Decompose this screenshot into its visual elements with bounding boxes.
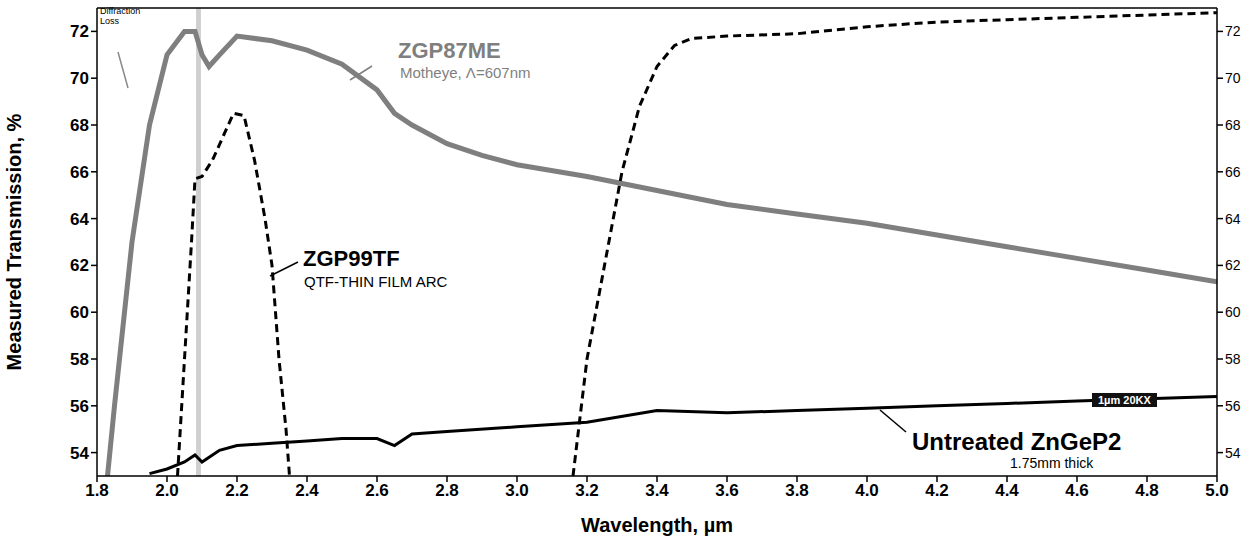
svg-text:Measured Transmission, %: Measured Transmission, % [3,113,25,370]
svg-text:4.2: 4.2 [925,481,949,500]
svg-text:72: 72 [1225,23,1241,39]
svg-text:66: 66 [70,163,89,182]
html-text:ZGP87ME: ZGP87ME [398,38,501,63]
svg-text:70: 70 [1225,70,1241,86]
svg-text:2.6: 2.6 [365,481,389,500]
svg-text:68: 68 [70,116,89,135]
svg-text:1.8: 1.8 [85,481,109,500]
svg-text:62: 62 [70,256,89,275]
svg-text:62: 62 [1225,257,1241,273]
html-text:1µm 20KX: 1µm 20KX [1098,394,1151,406]
html-text:Untreated ZnGeP2: Untreated ZnGeP2 [912,428,1122,455]
svg-text:3.2: 3.2 [575,481,599,500]
svg-text:58: 58 [70,350,89,369]
svg-text:4.6: 4.6 [1065,481,1089,500]
html-text:Diffraction Loss: Diffraction Loss [100,6,141,26]
svg-text:4.8: 4.8 [1135,481,1159,500]
svg-text:72: 72 [70,22,89,41]
svg-text:56: 56 [1225,398,1241,414]
svg-text:70: 70 [70,69,89,88]
svg-text:2.8: 2.8 [435,481,459,500]
html-text:Motheye, Λ=607nm: Motheye, Λ=607nm [400,64,531,81]
svg-text:60: 60 [70,303,89,322]
svg-text:2.4: 2.4 [295,481,319,500]
svg-text:Wavelength, µm: Wavelength, µm [581,514,733,536]
html-text:QTF-THIN FILM ARC: QTF-THIN FILM ARC [304,273,448,290]
html-text:ZGP99TF: ZGP99TF [303,246,400,271]
svg-text:4.0: 4.0 [855,481,879,500]
html-text:1.75mm thick: 1.75mm thick [1010,455,1094,471]
svg-text:64: 64 [1225,211,1241,227]
svg-text:3.6: 3.6 [715,481,739,500]
svg-text:4.4: 4.4 [995,481,1019,500]
svg-text:3.0: 3.0 [505,481,529,500]
svg-text:68: 68 [1225,117,1241,133]
svg-text:2.2: 2.2 [225,481,249,500]
svg-text:5.0: 5.0 [1205,481,1229,500]
svg-text:3.8: 3.8 [785,481,809,500]
svg-text:3.4: 3.4 [645,481,669,500]
svg-text:58: 58 [1225,351,1241,367]
svg-text:56: 56 [70,397,89,416]
svg-text:64: 64 [70,210,89,229]
svg-text:2.0: 2.0 [155,481,179,500]
svg-text:66: 66 [1225,164,1241,180]
svg-text:54: 54 [70,444,89,463]
svg-text:60: 60 [1225,304,1241,320]
svg-text:54: 54 [1225,445,1241,461]
